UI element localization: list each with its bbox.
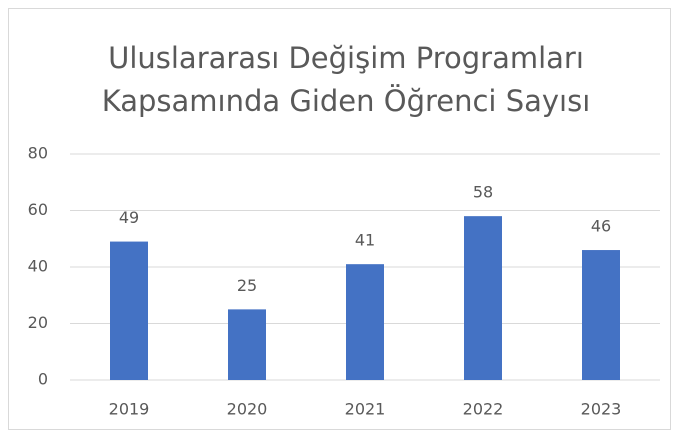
y-tick-label: 0 (38, 370, 48, 389)
chart-title: Uluslararası Değişim Programları (108, 41, 584, 75)
data-label: 46 (591, 217, 611, 236)
bar (228, 309, 266, 380)
data-label: 25 (237, 276, 257, 295)
bar (346, 264, 384, 380)
data-label: 58 (473, 183, 493, 202)
x-tick-label: 2021 (345, 400, 386, 419)
x-tick-label: 2020 (227, 400, 268, 419)
x-tick-label: 2023 (581, 400, 622, 419)
data-label: 41 (355, 231, 375, 250)
data-label: 49 (119, 208, 139, 227)
y-tick-label: 80 (28, 144, 48, 163)
y-tick-label: 60 (28, 200, 48, 219)
y-tick-label: 40 (28, 257, 48, 276)
bar (110, 241, 148, 380)
chart-title: Kapsamında Giden Öğrenci Sayısı (102, 84, 591, 118)
bar (464, 216, 502, 380)
x-tick-label: 2022 (463, 400, 504, 419)
y-tick-label: 20 (28, 313, 48, 332)
x-tick-label: 2019 (109, 400, 150, 419)
bar (582, 250, 620, 380)
